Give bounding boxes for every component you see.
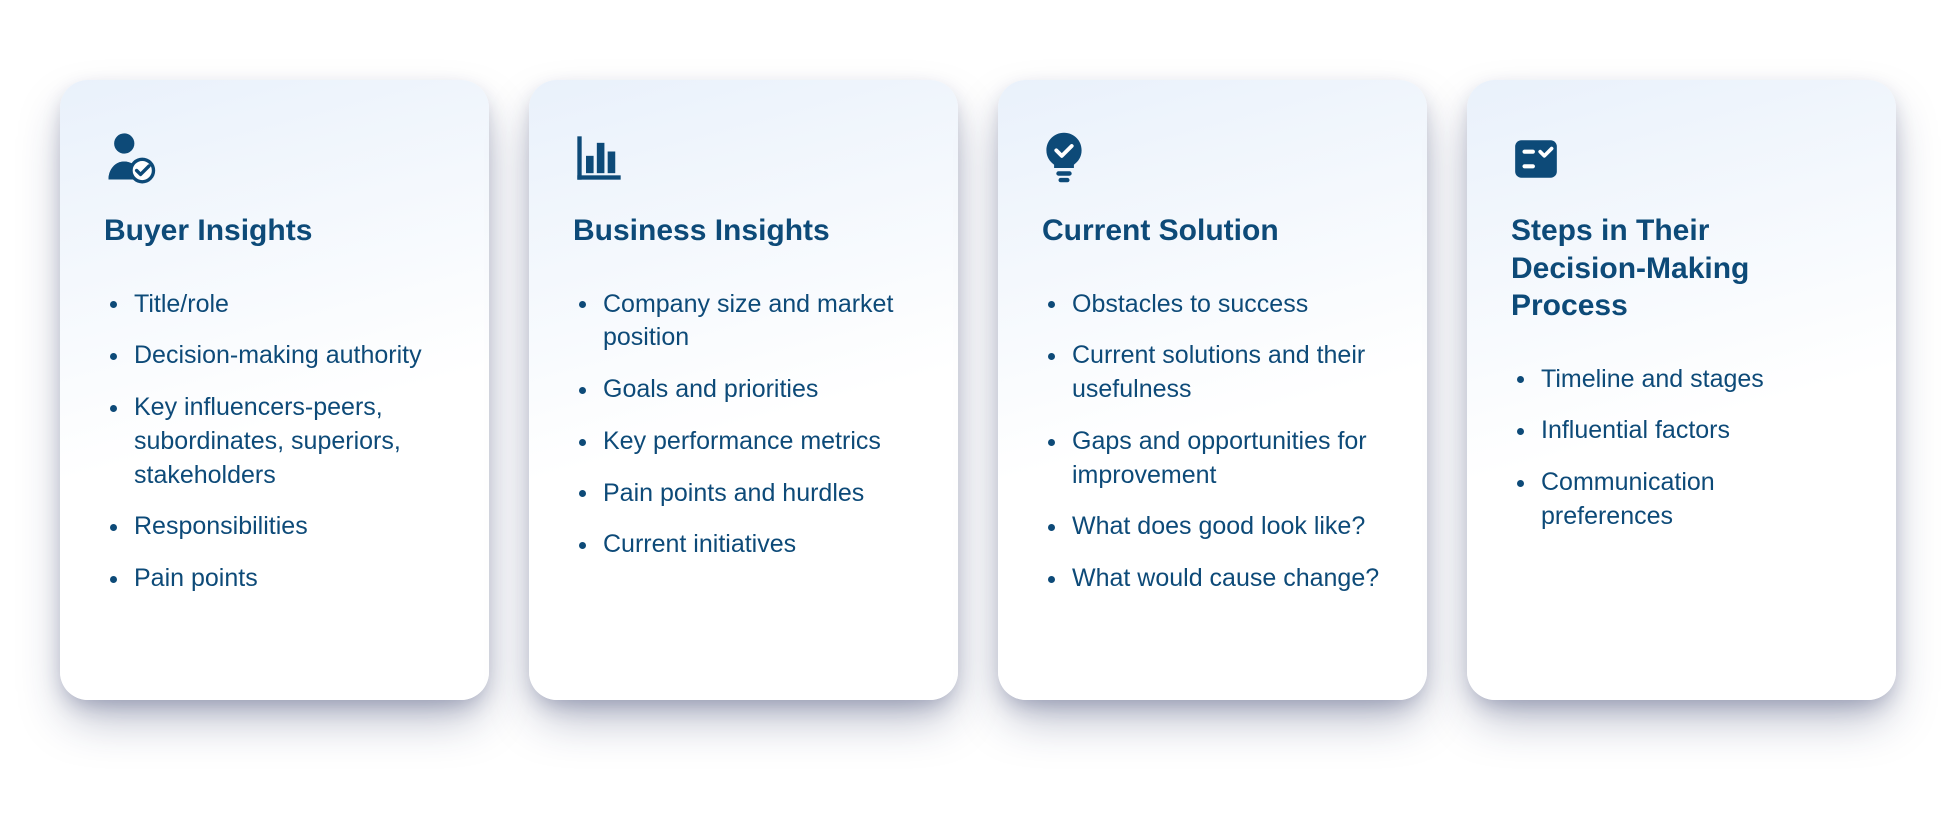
- list-item: What does good look like?: [1042, 510, 1383, 544]
- list-item: Communication preferences: [1511, 466, 1852, 534]
- list-item: Company size and market position: [573, 288, 914, 356]
- checklist-icon: [1511, 128, 1852, 184]
- card-decision-process: Steps in Their Decision-Making Process T…: [1467, 80, 1896, 700]
- user-check-icon: [104, 128, 445, 184]
- list-item: Pain points and hurdles: [573, 477, 914, 511]
- list-item: Goals and priorities: [573, 373, 914, 407]
- list-item: Gaps and opportunities for improvement: [1042, 425, 1383, 493]
- card-list: Obstacles to success Current solutions a…: [1042, 288, 1383, 614]
- list-item: Responsibilities: [104, 510, 445, 544]
- list-item: Pain points: [104, 562, 445, 596]
- bar-chart-icon: [573, 128, 914, 184]
- card-title: Steps in Their Decision-Making Process: [1511, 212, 1852, 325]
- list-item: Key performance metrics: [573, 425, 914, 459]
- card-title: Current Solution: [1042, 212, 1383, 250]
- card-list: Title/role Decision-making authority Key…: [104, 288, 445, 614]
- card-buyer-insights: Buyer Insights Title/role Decision-makin…: [60, 80, 489, 700]
- list-item: Decision-making authority: [104, 339, 445, 373]
- list-item: Current initiatives: [573, 528, 914, 562]
- list-item: What would cause change?: [1042, 562, 1383, 596]
- list-item: Obstacles to success: [1042, 288, 1383, 322]
- list-item: Key influencers-peers, subordinates, sup…: [104, 391, 445, 492]
- lightbulb-check-icon: [1042, 128, 1383, 184]
- list-item: Title/role: [104, 288, 445, 322]
- list-item: Current solutions and their usefulness: [1042, 339, 1383, 407]
- card-current-solution: Current Solution Obstacles to success Cu…: [998, 80, 1427, 700]
- card-list: Company size and market position Goals a…: [573, 288, 914, 581]
- card-list: Timeline and stages Influential factors …: [1511, 363, 1852, 552]
- card-title: Business Insights: [573, 212, 914, 250]
- list-item: Influential factors: [1511, 414, 1852, 448]
- card-row: Buyer Insights Title/role Decision-makin…: [0, 0, 1956, 700]
- card-business-insights: Business Insights Company size and marke…: [529, 80, 958, 700]
- list-item: Timeline and stages: [1511, 363, 1852, 397]
- card-title: Buyer Insights: [104, 212, 445, 250]
